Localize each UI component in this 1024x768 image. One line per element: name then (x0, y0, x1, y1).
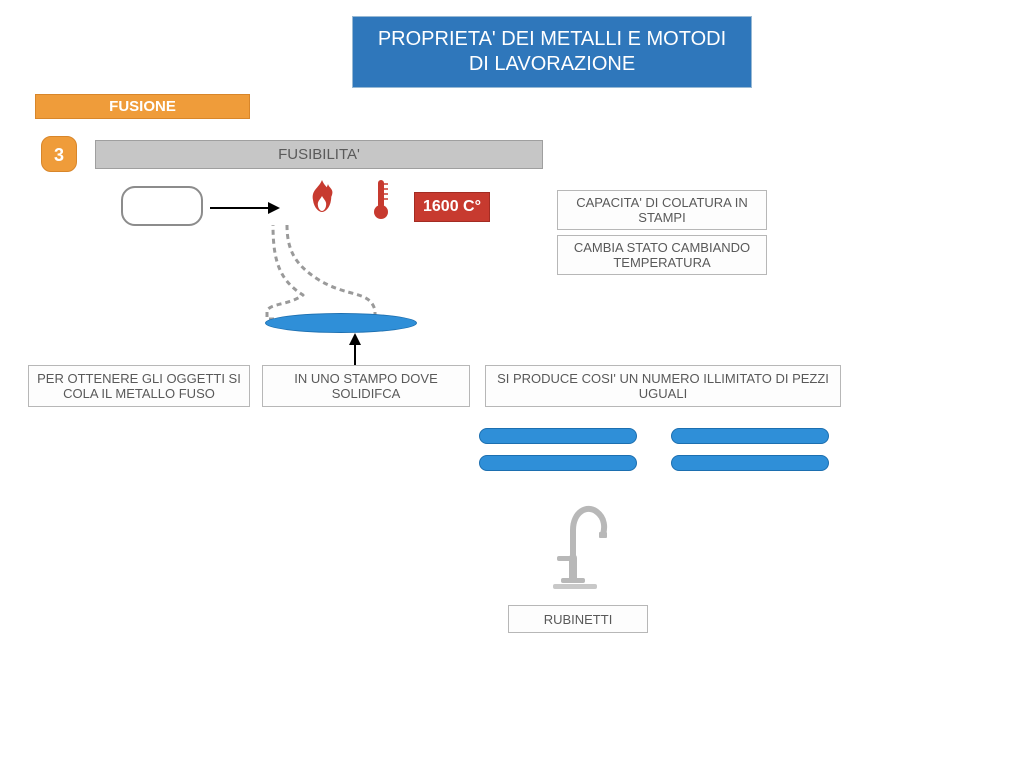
section-label-fusione: FUSIONE (35, 94, 250, 119)
temperature-badge: 1600 C° (414, 192, 490, 222)
faucet-icon (543, 498, 613, 595)
page-title-text: PROPRIETA' DEI METALLI E MOTODI DI LAVOR… (378, 28, 726, 75)
property-banner-text: FUSIBILITA' (278, 146, 360, 163)
product-pill-1 (479, 428, 637, 444)
bottom-note-b: IN UNO STAMPO DOVE SOLIDIFCA (262, 365, 470, 407)
step-number-badge: 3 (41, 136, 77, 172)
product-pill-2 (671, 428, 829, 444)
product-pill-3 (479, 455, 637, 471)
side-note-b: CAMBIA STATO CAMBIANDO TEMPERATURA (557, 235, 767, 275)
bottom-note-a: PER OTTENERE GLI OGGETTI SI COLA IL META… (28, 365, 250, 407)
side-note-a-text: CAPACITA' DI COLATURA IN STAMPI (566, 195, 758, 225)
mold-ellipse (265, 313, 417, 333)
arrow-crucible-right (210, 200, 280, 216)
bottom-note-c-text: SI PRODUCE COSI' UN NUMERO ILLIMITATO DI… (494, 371, 832, 401)
bottom-note-a-text: PER OTTENERE GLI OGGETTI SI COLA IL META… (37, 371, 241, 401)
step-number-text: 3 (54, 145, 64, 165)
thermometer-icon (372, 178, 390, 227)
product-pill-4 (671, 455, 829, 471)
side-note-b-text: CAMBIA STATO CAMBIANDO TEMPERATURA (566, 240, 758, 270)
page-title: PROPRIETA' DEI METALLI E MOTODI DI LAVOR… (352, 16, 752, 88)
crucible-shape (121, 186, 203, 226)
example-label-text: RUBINETTI (544, 612, 613, 627)
property-banner: FUSIBILITA' (95, 140, 543, 169)
arrow-into-mold (347, 333, 363, 367)
side-note-a: CAPACITA' DI COLATURA IN STAMPI (557, 190, 767, 230)
bottom-note-c: SI PRODUCE COSI' UN NUMERO ILLIMITATO DI… (485, 365, 841, 407)
temperature-text: 1600 C° (423, 198, 481, 215)
bottom-note-b-text: IN UNO STAMPO DOVE SOLIDIFCA (271, 371, 461, 401)
flame-icon (305, 178, 339, 225)
section-label-text: FUSIONE (109, 98, 176, 115)
example-label-box: RUBINETTI (508, 605, 648, 633)
